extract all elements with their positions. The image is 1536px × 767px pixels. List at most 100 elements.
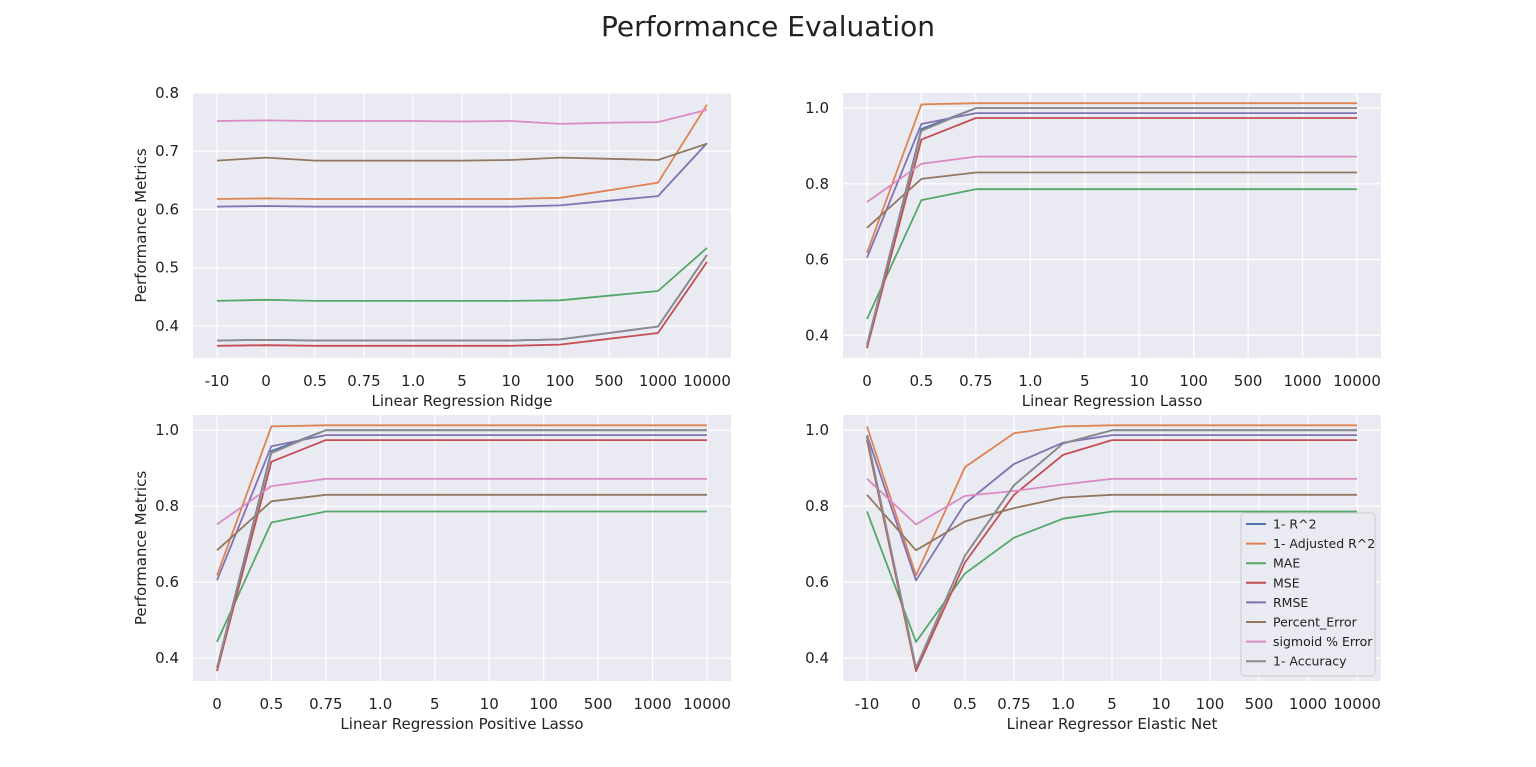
x-tick-label: 0.75 — [347, 372, 380, 390]
y-tick-label: 0.6 — [155, 573, 179, 591]
x-tick-label: 5 — [430, 695, 440, 713]
x-tick-label: 500 — [1234, 372, 1263, 390]
x-tick-label: 1.0 — [368, 695, 392, 713]
y-tick-label: 0.4 — [155, 317, 179, 335]
series-line-3 — [866, 188, 1357, 320]
x-tick-label: 10 — [501, 372, 520, 390]
x-tick-label: 10 — [480, 695, 499, 713]
series-line-4 — [216, 261, 708, 347]
y-tick-label: 0.6 — [805, 251, 829, 269]
x-tick-label: 0.5 — [910, 372, 934, 390]
x-tick-label: 100 — [546, 372, 575, 390]
series-line-3 — [216, 510, 707, 643]
y-tick-label: 1.0 — [805, 99, 829, 117]
series-line-7 — [216, 109, 708, 125]
x-tick-label: 0.5 — [953, 695, 977, 713]
x-tick-label: 1.0 — [401, 372, 425, 390]
x-tick-label: 10 — [1151, 695, 1170, 713]
y-tick-label: 0.8 — [805, 497, 829, 515]
y-axis-label: Performance Metrics — [132, 148, 150, 302]
x-tick-label: 1.0 — [1051, 695, 1075, 713]
series-line-6 — [866, 493, 1357, 552]
y-tick-label: 0.8 — [155, 497, 179, 515]
legend-entry-label: 1- Adjusted R^2 — [1273, 536, 1375, 551]
series-line-6 — [866, 171, 1357, 229]
x-tick-label: 1000 — [639, 372, 677, 390]
series-line-3 — [216, 247, 708, 302]
series-line-5 — [866, 434, 1357, 582]
x-tick-label: 10000 — [1333, 372, 1381, 390]
series-line-4 — [216, 439, 707, 672]
y-tick-label: 0.7 — [155, 142, 179, 160]
x-tick-label: 500 — [1245, 695, 1274, 713]
series-line-6 — [216, 142, 708, 162]
plot-area — [193, 415, 731, 681]
series-line-7 — [216, 477, 707, 526]
legend-entry-label: MSE — [1273, 575, 1300, 590]
x-tick-label: 0.75 — [997, 695, 1030, 713]
x-tick-label: 10000 — [683, 372, 731, 390]
series-line-2 — [866, 424, 1357, 577]
x-tick-label: 5 — [1080, 372, 1090, 390]
series-line-7 — [866, 477, 1357, 526]
series-line-4 — [866, 439, 1357, 672]
x-axis-label: Linear Regression Lasso — [1022, 392, 1203, 410]
y-tick-label: 0.6 — [805, 573, 829, 591]
x-tick-label: 100 — [529, 695, 558, 713]
x-axis-label: Linear Regression Ridge — [371, 392, 552, 410]
series-line-8 — [216, 254, 708, 342]
subplot-1: -10 0 0.5 0.75 1.0 5 10 100 500 1000 10000 0.4 0.5 0.… — [132, 84, 731, 410]
y-axis-label: Performance Metrics — [132, 471, 150, 625]
x-tick-label: 0.5 — [260, 695, 284, 713]
y-tick-label: 0.6 — [155, 200, 179, 218]
x-tick-label: 0 — [212, 695, 222, 713]
legend-entry-label: RMSE — [1273, 595, 1308, 610]
x-tick-label: 0.75 — [309, 695, 342, 713]
legend: 1- R^2 1- Adjusted R^2 MAE MSE RMSE Percent_E… — [1240, 512, 1376, 677]
x-tick-label: 0.5 — [303, 372, 327, 390]
series-line-5 — [216, 142, 708, 208]
series-line-8 — [866, 107, 1357, 346]
x-tick-label: 10000 — [1333, 695, 1381, 713]
x-axis-label: Linear Regression Positive Lasso — [340, 715, 583, 733]
x-tick-label: 0 — [862, 372, 872, 390]
subplot-2: 0 0.5 0.75 1.0 5 10 100 500 1000 10000 0.4 0.6 0.8 1.… — [805, 93, 1381, 410]
series-line-2 — [866, 102, 1357, 254]
x-tick-label: 100 — [1179, 372, 1208, 390]
x-tick-label: 0.75 — [959, 372, 992, 390]
x-tick-label: 500 — [595, 372, 624, 390]
legend-box — [1240, 512, 1376, 677]
legend-entry-label: sigmoid % Error — [1273, 634, 1373, 649]
subplots: -10 0 0.5 0.75 1.0 5 10 100 500 1000 100000.40.50.… — [132, 84, 1381, 733]
x-tick-label: 10000 — [683, 695, 731, 713]
x-tick-label: 10 — [1130, 372, 1149, 390]
series-line-8 — [216, 429, 707, 668]
x-tick-label: 5 — [457, 372, 467, 390]
y-tick-label: 1.0 — [805, 421, 829, 439]
y-tick-label: 0.4 — [805, 326, 829, 344]
y-tick-label: 0.5 — [155, 259, 179, 277]
x-tick-label: 1000 — [1283, 372, 1321, 390]
x-tick-label: 0 — [261, 372, 271, 390]
x-tick-label: -10 — [205, 372, 230, 390]
x-tick-label: 0 — [911, 695, 921, 713]
y-tick-label: 0.4 — [805, 649, 829, 667]
x-tick-label: 100 — [1196, 695, 1225, 713]
x-tick-label: 1000 — [633, 695, 671, 713]
series-line-7 — [866, 155, 1357, 203]
series-line-3 — [866, 510, 1357, 643]
series-line-4 — [866, 117, 1357, 349]
x-tick-label: 500 — [584, 695, 613, 713]
figure-title: Performance Evaluation — [601, 10, 935, 43]
y-tick-label: 0.8 — [155, 84, 179, 102]
legend-entry-label: MAE — [1273, 556, 1300, 571]
x-tick-label: -10 — [855, 695, 880, 713]
x-tick-label: 1000 — [1289, 695, 1327, 713]
x-tick-label: 1.0 — [1018, 372, 1042, 390]
legend-entry-label: 1- R^2 — [1273, 517, 1317, 532]
plot-area — [843, 93, 1381, 358]
x-tick-label: 5 — [1107, 695, 1117, 713]
series-line-6 — [216, 493, 707, 551]
y-tick-label: 1.0 — [155, 421, 179, 439]
